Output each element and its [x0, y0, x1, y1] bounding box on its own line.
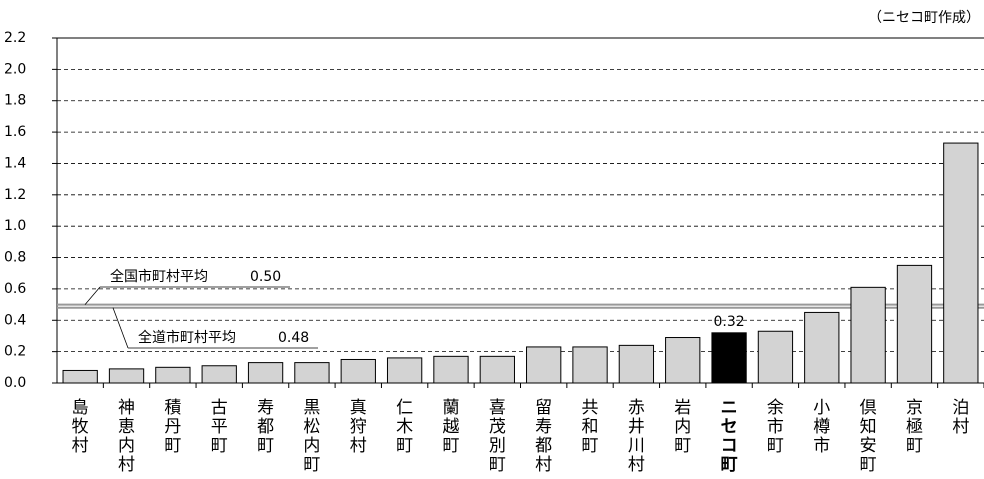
x-tick-label: 蘭越町	[442, 398, 459, 456]
x-tick-label: 喜茂別町	[489, 398, 506, 475]
bar	[572, 346, 608, 384]
bar	[247, 362, 284, 384]
x-tick-label: 岩内町	[674, 398, 691, 456]
source-note: （ニセコ町作成）	[868, 10, 980, 26]
x-tick-label: 余市町	[767, 398, 784, 456]
x-tick-label: 泊村	[952, 398, 969, 437]
reference-label: 全国市町村平均	[110, 268, 208, 285]
y-tick-label: 0.6	[4, 281, 26, 297]
bar	[896, 264, 933, 384]
bar	[479, 355, 515, 384]
x-tick-label: 倶知安町	[860, 398, 877, 475]
x-tick-label: 仁木町	[396, 398, 413, 456]
bar	[804, 311, 840, 384]
y-tick-label: 1.2	[4, 187, 26, 203]
x-tick-label: 小樽市	[813, 398, 830, 456]
y-tick-label: 2.0	[4, 61, 26, 77]
reference-value: 0.48	[278, 330, 309, 346]
y-tick-label: 0.4	[4, 312, 26, 328]
x-tick-label: 神恵内村	[118, 398, 135, 475]
bar	[155, 366, 191, 384]
bar	[850, 286, 886, 384]
y-tick-label: 0.8	[4, 250, 26, 266]
x-tick-label: 真狩村	[350, 398, 367, 456]
y-tick-label: 1.8	[4, 93, 26, 109]
y-tick-label: 2.2	[4, 30, 26, 46]
x-tick-label: 島牧村	[72, 398, 89, 456]
bar	[526, 346, 562, 384]
x-tick-label: ニセコ町	[721, 398, 738, 475]
x-tick-label: 古平町	[211, 398, 228, 456]
reference-leader	[84, 286, 101, 305]
y-tick-label: 0.2	[4, 344, 26, 360]
x-tick-label: 黒松内町	[303, 398, 320, 475]
y-tick-label: 0.0	[4, 375, 26, 391]
data-label: 0.32	[713, 314, 744, 330]
x-tick-label: 京極町	[906, 398, 923, 456]
x-tick-label: 赤井川村	[628, 398, 645, 475]
reference-leader	[112, 307, 129, 349]
bar	[62, 369, 98, 384]
bar	[665, 337, 701, 384]
x-tick-label: 寿都町	[257, 398, 274, 456]
bar	[386, 357, 423, 384]
x-tick-label: 積丹町	[164, 398, 181, 456]
reference-value: 0.50	[250, 269, 281, 285]
y-tick-label: 1.6	[4, 124, 26, 140]
bar	[943, 142, 979, 384]
bar	[433, 355, 469, 384]
bar	[757, 330, 794, 384]
x-tick-label: 留寿都村	[535, 398, 552, 475]
bar	[294, 362, 330, 384]
x-tick-label: 共和町	[582, 398, 599, 456]
y-tick-label: 1.4	[4, 155, 26, 171]
bar	[108, 368, 145, 384]
y-tick-label: 1.0	[4, 218, 26, 234]
bar	[201, 365, 237, 384]
bar	[340, 358, 376, 384]
reference-label: 全道市町村平均	[138, 329, 236, 346]
bar	[711, 332, 747, 384]
bar	[618, 344, 655, 384]
